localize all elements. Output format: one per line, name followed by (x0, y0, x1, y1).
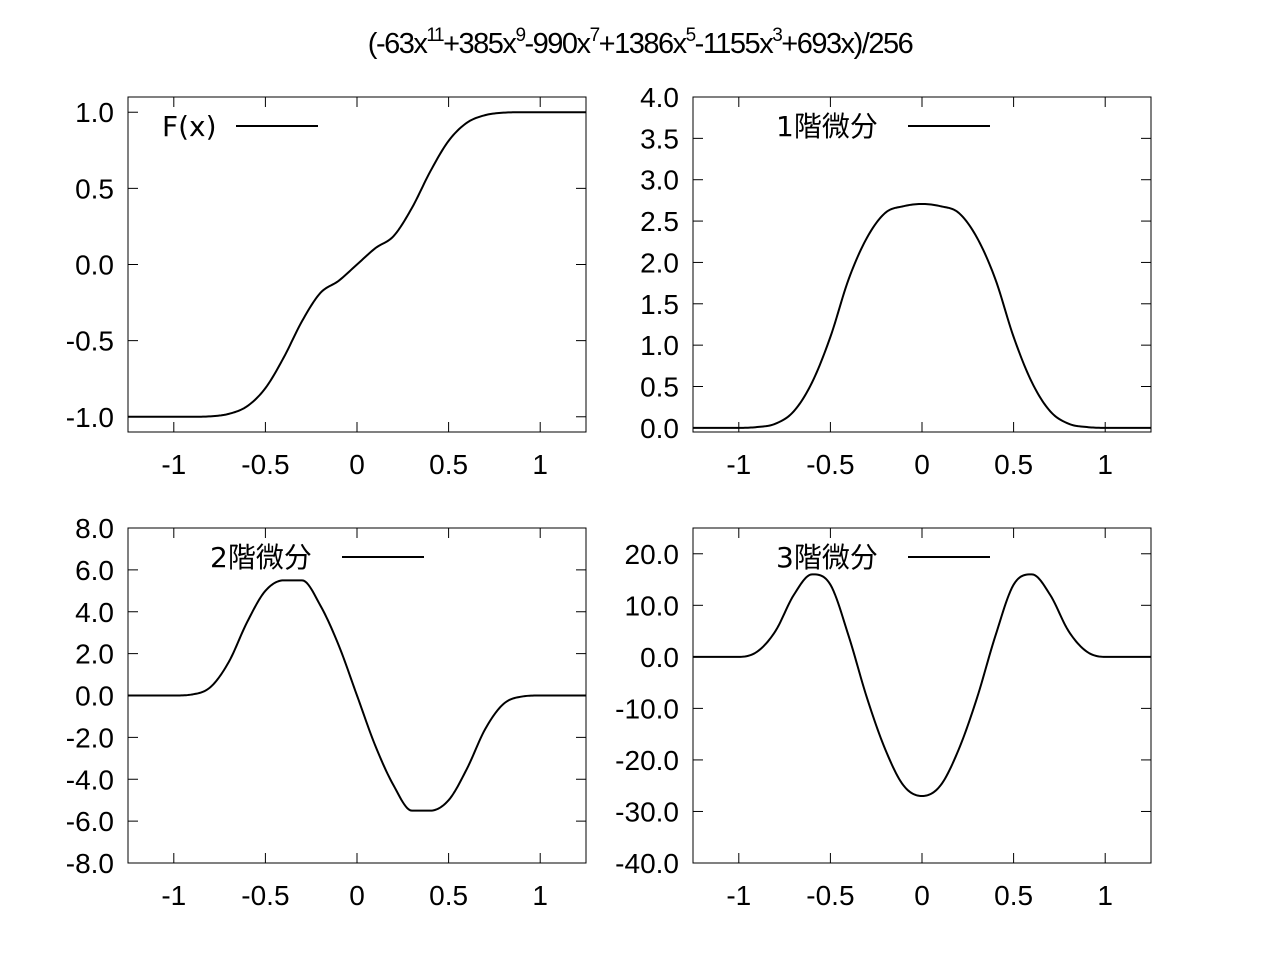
x-tick-label: 0 (349, 449, 365, 480)
title-exponent: 11 (426, 25, 444, 46)
y-tick-label: -4.0 (66, 764, 114, 795)
legend-label: F(x) (162, 110, 217, 143)
y-tick-label: -2.0 (66, 722, 114, 753)
x-tick-label: 1 (532, 449, 548, 480)
x-tick-label: -0.5 (806, 449, 854, 480)
y-tick-label: -6.0 (66, 806, 114, 837)
title-term: +693x)/256 (781, 28, 913, 60)
series-line (693, 202, 1151, 429)
title-exponent: 3 (772, 25, 783, 46)
y-tick-label: 2.0 (640, 247, 679, 278)
legend-label: 3階微分 (776, 541, 878, 574)
series-line (128, 111, 586, 418)
x-tick-label: -1 (726, 449, 751, 480)
title-term: -1155x (694, 28, 774, 60)
legend-label: 1階微分 (776, 110, 878, 143)
x-tick-label: -1 (726, 880, 751, 911)
figure-title: (-63x11+385x9-990x7+1386x5-1155x3+693x)/… (0, 25, 1280, 61)
y-tick-label: -20.0 (615, 745, 679, 776)
y-tick-label: 1.5 (640, 289, 679, 320)
y-tick-label: 2.5 (640, 206, 679, 237)
y-tick-label: -10.0 (615, 693, 679, 724)
x-tick-label: -1 (161, 449, 186, 480)
y-tick-label: 4.0 (75, 597, 114, 628)
x-tick-label: 0 (349, 880, 365, 911)
x-tick-label: 0.5 (429, 880, 468, 911)
y-tick-label: 1.0 (75, 97, 114, 128)
x-tick-label: 0.5 (994, 880, 1033, 911)
y-tick-label: 20.0 (625, 539, 680, 570)
chart-panel-3: -1 -0.5 0 0.5 1 -8.0 -6.0 -4.0 -2.0 0.0 2.0 4.0 6.0 8… (66, 513, 587, 911)
plot-frame (692, 96, 1152, 433)
title-exponent: 9 (515, 25, 526, 46)
y-tick-label: -1.0 (66, 402, 114, 433)
x-tick-label: -0.5 (241, 880, 289, 911)
x-tick-label: -1 (161, 880, 186, 911)
title-term: +385x (443, 28, 517, 60)
y-tick-label: 2.0 (75, 639, 114, 670)
chart-panel-1: -1 -0.5 0 0.5 1 -1.0 -0.5 0.0 0.5 1.0 F(x) (66, 96, 587, 480)
y-tick-label: 0.0 (75, 681, 114, 712)
y-tick-label: 3.5 (640, 123, 679, 154)
x-tick-label: 1 (1097, 449, 1113, 480)
y-tick-label: 10.0 (625, 590, 680, 621)
y-tick-label: 6.0 (75, 555, 114, 586)
title-term: -990x (524, 28, 592, 60)
y-tick-label: -40.0 (615, 848, 679, 879)
series-line (693, 573, 1151, 798)
y-tick-label: 1.0 (640, 330, 679, 361)
title-exponent: 7 (589, 25, 601, 46)
plot-frame (692, 527, 1152, 864)
x-tick-label: 0 (914, 449, 930, 480)
y-tick-label: 0.0 (75, 250, 114, 281)
title-term: +1386x (598, 28, 687, 60)
y-tick-label: 0.0 (640, 413, 679, 444)
x-tick-label: 0.5 (429, 449, 468, 480)
x-tick-label: 0 (914, 880, 930, 911)
y-tick-label: 0.5 (640, 372, 679, 403)
y-tick-label: -0.5 (66, 326, 114, 357)
y-tick-label: -30.0 (615, 796, 679, 827)
x-tick-label: -0.5 (241, 449, 289, 480)
y-tick-label: 3.0 (640, 165, 679, 196)
x-tick-label: 1 (532, 880, 548, 911)
x-tick-label: 0.5 (994, 449, 1033, 480)
chart-panel-4: -1 -0.5 0 0.5 1 -40.0 -30.0 -20.0 -10.0 0.0 10.0 20… (615, 527, 1152, 911)
title-term: (-63x (367, 28, 428, 60)
y-tick-label: 0.0 (640, 642, 679, 673)
y-tick-label: 8.0 (75, 513, 114, 544)
y-tick-label: -8.0 (66, 848, 114, 879)
series-line (128, 579, 586, 812)
chart-panel-2: -1 -0.5 0 0.5 1 0.0 0.5 1.0 1.5 2.0 2.5 3.0 3.5 4.0 1階… (640, 82, 1152, 480)
x-tick-label: 1 (1097, 880, 1113, 911)
x-tick-label: -0.5 (806, 880, 854, 911)
chart-panels: -1 -0.5 0 0.5 1 -1.0 -0.5 0.0 0.5 1.0 F(x) -1 -0.5 0 0… (66, 82, 1152, 911)
legend-label: 2階微分 (210, 541, 312, 574)
y-tick-label: 0.5 (75, 173, 114, 204)
y-tick-label: 4.0 (640, 82, 679, 113)
title-exponent: 5 (685, 25, 697, 46)
